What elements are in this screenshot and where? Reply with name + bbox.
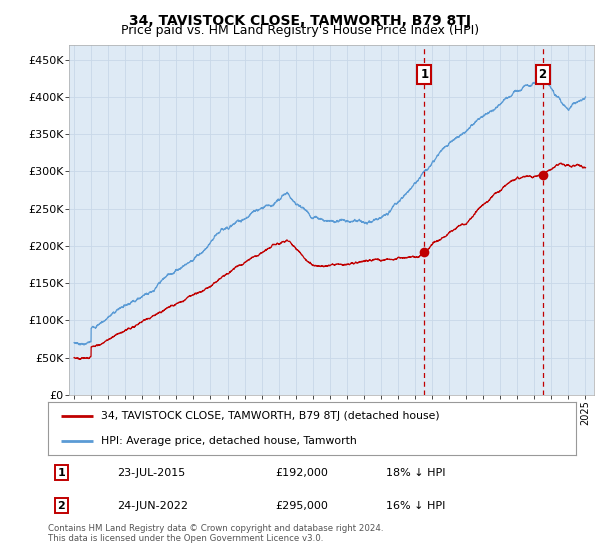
Text: £192,000: £192,000 [275, 468, 328, 478]
Text: Contains HM Land Registry data © Crown copyright and database right 2024.
This d: Contains HM Land Registry data © Crown c… [48, 524, 383, 543]
Text: 34, TAVISTOCK CLOSE, TAMWORTH, B79 8TJ (detached house): 34, TAVISTOCK CLOSE, TAMWORTH, B79 8TJ (… [101, 412, 439, 422]
Text: 1: 1 [421, 68, 428, 81]
Text: 1: 1 [58, 468, 65, 478]
Text: 18% ↓ HPI: 18% ↓ HPI [386, 468, 445, 478]
Text: 2: 2 [58, 501, 65, 511]
Text: 23-JUL-2015: 23-JUL-2015 [116, 468, 185, 478]
Text: Price paid vs. HM Land Registry's House Price Index (HPI): Price paid vs. HM Land Registry's House … [121, 24, 479, 37]
Text: 16% ↓ HPI: 16% ↓ HPI [386, 501, 445, 511]
Text: 34, TAVISTOCK CLOSE, TAMWORTH, B79 8TJ: 34, TAVISTOCK CLOSE, TAMWORTH, B79 8TJ [129, 14, 471, 28]
Text: HPI: Average price, detached house, Tamworth: HPI: Average price, detached house, Tamw… [101, 436, 356, 446]
Text: 2: 2 [538, 68, 547, 81]
Text: 24-JUN-2022: 24-JUN-2022 [116, 501, 188, 511]
Text: £295,000: £295,000 [275, 501, 328, 511]
